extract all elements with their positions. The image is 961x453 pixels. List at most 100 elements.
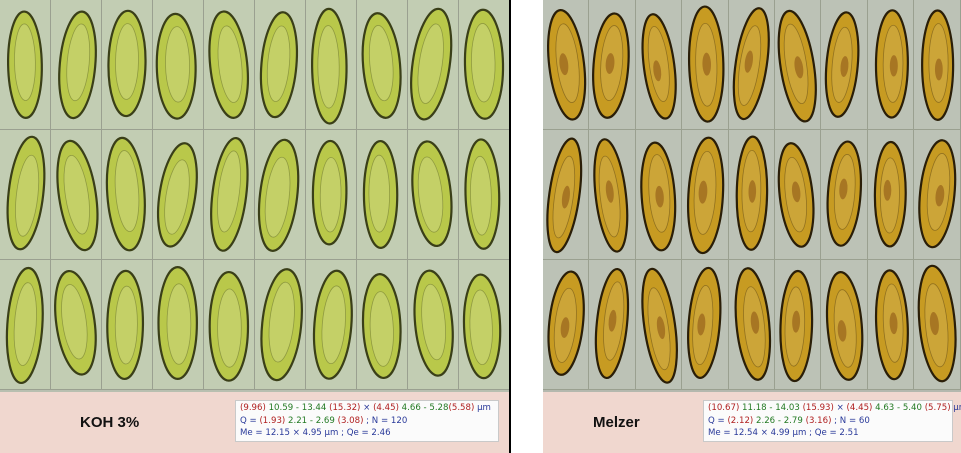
melzer-spore-pigment [559, 53, 569, 76]
koh-spore-image [462, 273, 502, 380]
koh-spore-cytoplasm [114, 150, 140, 232]
koh-spore-image [362, 139, 399, 249]
koh-spore-cytoplasm [368, 25, 394, 102]
melzer-spore-pigment [697, 313, 706, 336]
melzer-panel: Melzer (10.67) 11.18 - 14.03 (15.93) × (… [543, 0, 961, 453]
melzer-spore-image [547, 9, 587, 121]
melzer-spore-pigment [930, 312, 940, 336]
melzer-spore-image [777, 9, 817, 123]
koh-spore-cytoplasm [469, 289, 493, 366]
koh-spore-wall [362, 139, 399, 249]
melzer-spore-tile [775, 130, 822, 260]
melzer-length-range: 11.18 - 14.03 [742, 403, 800, 413]
melzer-spore-wall [593, 138, 629, 253]
melzer-spore-cytoplasm [784, 156, 807, 233]
melzer-spore-pigment [883, 179, 892, 201]
koh-spore-wall [107, 9, 147, 118]
koh-spore-wall [56, 139, 99, 252]
melzer-spore-pigment [606, 53, 615, 74]
melzer-spore-wall [735, 135, 768, 251]
melzer-spore-pigment [750, 311, 759, 334]
melzer-spore-wall [547, 270, 585, 376]
melzer-spore-image [687, 266, 722, 380]
melzer-spore-pigment [889, 55, 898, 77]
melzer-spore-image [734, 267, 771, 381]
melzer-spore-image [641, 267, 678, 384]
melzer-spore-cytoplasm [741, 149, 761, 233]
melzer-spore-wall [921, 9, 955, 121]
melzer-spore-image [641, 13, 677, 120]
koh-spore-tile [306, 0, 357, 130]
koh-q-line: Q = (1.93) 2.21 - 2.69 (3.08) ; N = 120 [240, 415, 494, 428]
melzer-spore-tile [867, 0, 915, 130]
melzer-spore-wall [687, 136, 725, 255]
melzer-spore-image [825, 11, 860, 118]
koh-spore-tile [357, 260, 408, 390]
koh-spore-wall [156, 142, 198, 248]
melzer-spore-pigment [560, 317, 570, 338]
koh-spore-image [56, 139, 99, 252]
koh-spore-wall [155, 12, 197, 120]
melzer-max-length: (15.93) [802, 403, 834, 413]
melzer-spore-pigment [561, 185, 570, 209]
melzer-measurement-box: (10.67) 11.18 - 14.03 (15.93) × (4.45) 4… [703, 400, 961, 442]
melzer-spore-image [687, 136, 725, 255]
melzer-spore-wall [777, 9, 817, 123]
koh-spore-tile [408, 130, 459, 260]
melzer-spore-cytoplasm [784, 286, 806, 367]
melzer-spore-image [918, 139, 957, 249]
melzer-spore-cytoplasm [831, 26, 853, 103]
panel-gap [509, 0, 543, 453]
koh-spore-cytoplasm [268, 281, 295, 363]
koh-spore-cytoplasm [165, 26, 190, 103]
melzer-spore-tile [728, 260, 775, 390]
melzer-spore-cytoplasm [600, 25, 624, 101]
koh-min-length: (9.96) [240, 403, 266, 413]
melzer-spore-pigment [698, 180, 708, 204]
koh-spore-tile [0, 0, 51, 130]
koh-spore-cytoplasm [266, 25, 291, 102]
melzer-spore-wall [547, 9, 587, 121]
koh-spore-image [105, 136, 146, 252]
melzer-q-line: Q = (2.12) 2.26 - 2.79 (3.16) ; N = 60 [708, 415, 948, 428]
melzer-spore-image [640, 141, 677, 252]
koh-spore-tile [153, 260, 204, 390]
melzer-spore-image [547, 270, 585, 376]
melzer-spore-wall [640, 141, 677, 252]
left-panel-border [509, 0, 511, 453]
melzer-spore-wall [595, 267, 630, 380]
koh-spore-cytoplasm [166, 283, 192, 365]
melzer-q-label: Q = [708, 415, 725, 426]
melzer-spore-wall [687, 266, 722, 380]
melzer-spore-cytoplasm [742, 286, 766, 368]
koh-spore-wall [411, 140, 453, 248]
koh-q-min: (1.93) [259, 415, 286, 426]
koh-spore-tile [0, 260, 51, 390]
koh-spore-image [155, 12, 197, 120]
melzer-spore-tile [914, 130, 961, 260]
melzer-spore-tile [821, 260, 868, 390]
koh-spore-wall [106, 269, 145, 381]
melzer-spore-tile [589, 0, 636, 130]
koh-sample-count: ; N = 120 [366, 415, 408, 426]
koh-spore-cytoplasm [471, 23, 496, 103]
melzer-spore-tile [821, 0, 868, 130]
melzer-spore-cytoplasm [695, 22, 718, 107]
melzer-sample-count: ; N = 60 [834, 415, 870, 426]
melzer-spore-tile [635, 130, 683, 260]
koh-spore-tile [408, 260, 459, 390]
koh-spore-cytoplasm [417, 156, 444, 233]
melzer-width-range: 4.63 - 5.40 [875, 403, 922, 413]
koh-spore-tile [102, 260, 153, 390]
melzer-spore-cytoplasm [552, 155, 576, 239]
melzer-spore-pigment [794, 56, 804, 79]
koh-spore-wall [54, 269, 97, 376]
melzer-spore-tile [635, 260, 683, 390]
koh-spore-wall [312, 269, 353, 380]
koh-spore-cytoplasm [368, 154, 390, 233]
koh-spore-wall [361, 273, 402, 380]
melzer-spore-tile [543, 0, 590, 130]
koh-spore-cytoplasm [13, 282, 37, 366]
koh-spore-image [156, 142, 198, 248]
melzer-spore-tile [914, 0, 961, 130]
